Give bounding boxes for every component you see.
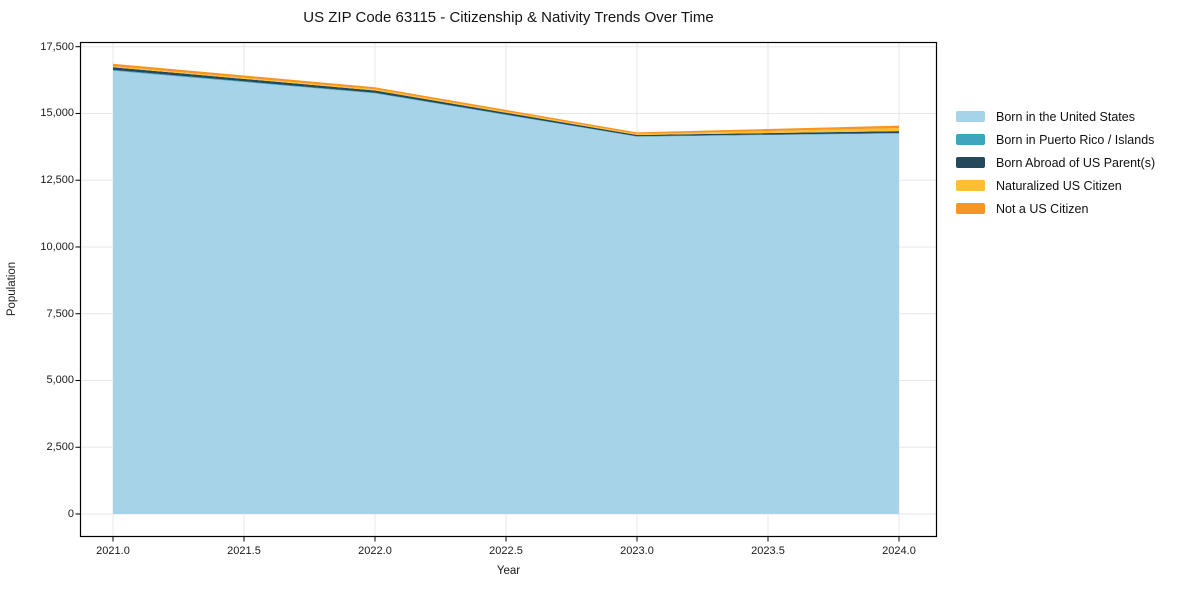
legend-item: Born in the United States [956,105,1155,128]
x-tick-label: 2024.0 [882,545,916,557]
legend-swatch [956,180,985,191]
plot-border [79,41,938,538]
legend-label: Born in the United States [996,109,1135,124]
legend-swatch [956,203,985,214]
legend: Born in the United States Born in Puerto … [956,105,1155,220]
legend-label: Naturalized US Citizen [996,178,1122,193]
y-tick-label: 17,500 [40,40,74,53]
legend-swatch [956,111,985,122]
legend-label: Born Abroad of US Parent(s) [996,155,1156,170]
x-tick-label: 2021.0 [96,545,130,557]
chart-title: US ZIP Code 63115 - Citizenship & Nativi… [303,9,714,26]
x-tick-label: 2021.5 [227,545,261,557]
y-axis-label: Population [6,261,18,317]
legend-item: Naturalized US Citizen [956,174,1155,197]
y-tick-label: 5,000 [46,374,74,387]
y-tick-label: 10,000 [40,240,74,253]
legend-swatch [956,157,985,168]
stacked-area-plot [75,41,938,542]
area-series [113,70,900,515]
legend-label: Not a US Citizen [996,201,1089,216]
x-tick-label: 2022.5 [489,545,523,557]
x-tick-label: 2023.5 [751,545,785,557]
y-tick-label: 2,500 [46,441,74,454]
y-tick-label: 7,500 [46,307,74,320]
legend-item: Not a US Citizen [956,197,1155,220]
x-tick-label: 2023.0 [620,545,654,557]
legend-item: Born Abroad of US Parent(s) [956,151,1155,174]
y-tick-label: 0 [67,508,74,520]
y-tick-label: 12,500 [40,174,74,187]
y-tick-label: 15,000 [40,107,74,120]
legend-item: Born in Puerto Rico / Islands [956,128,1155,151]
x-tick-label: 2022.0 [358,545,392,557]
legend-swatch [956,134,985,145]
x-axis-label: Year [496,565,521,577]
legend-label: Born in Puerto Rico / Islands [996,132,1155,147]
